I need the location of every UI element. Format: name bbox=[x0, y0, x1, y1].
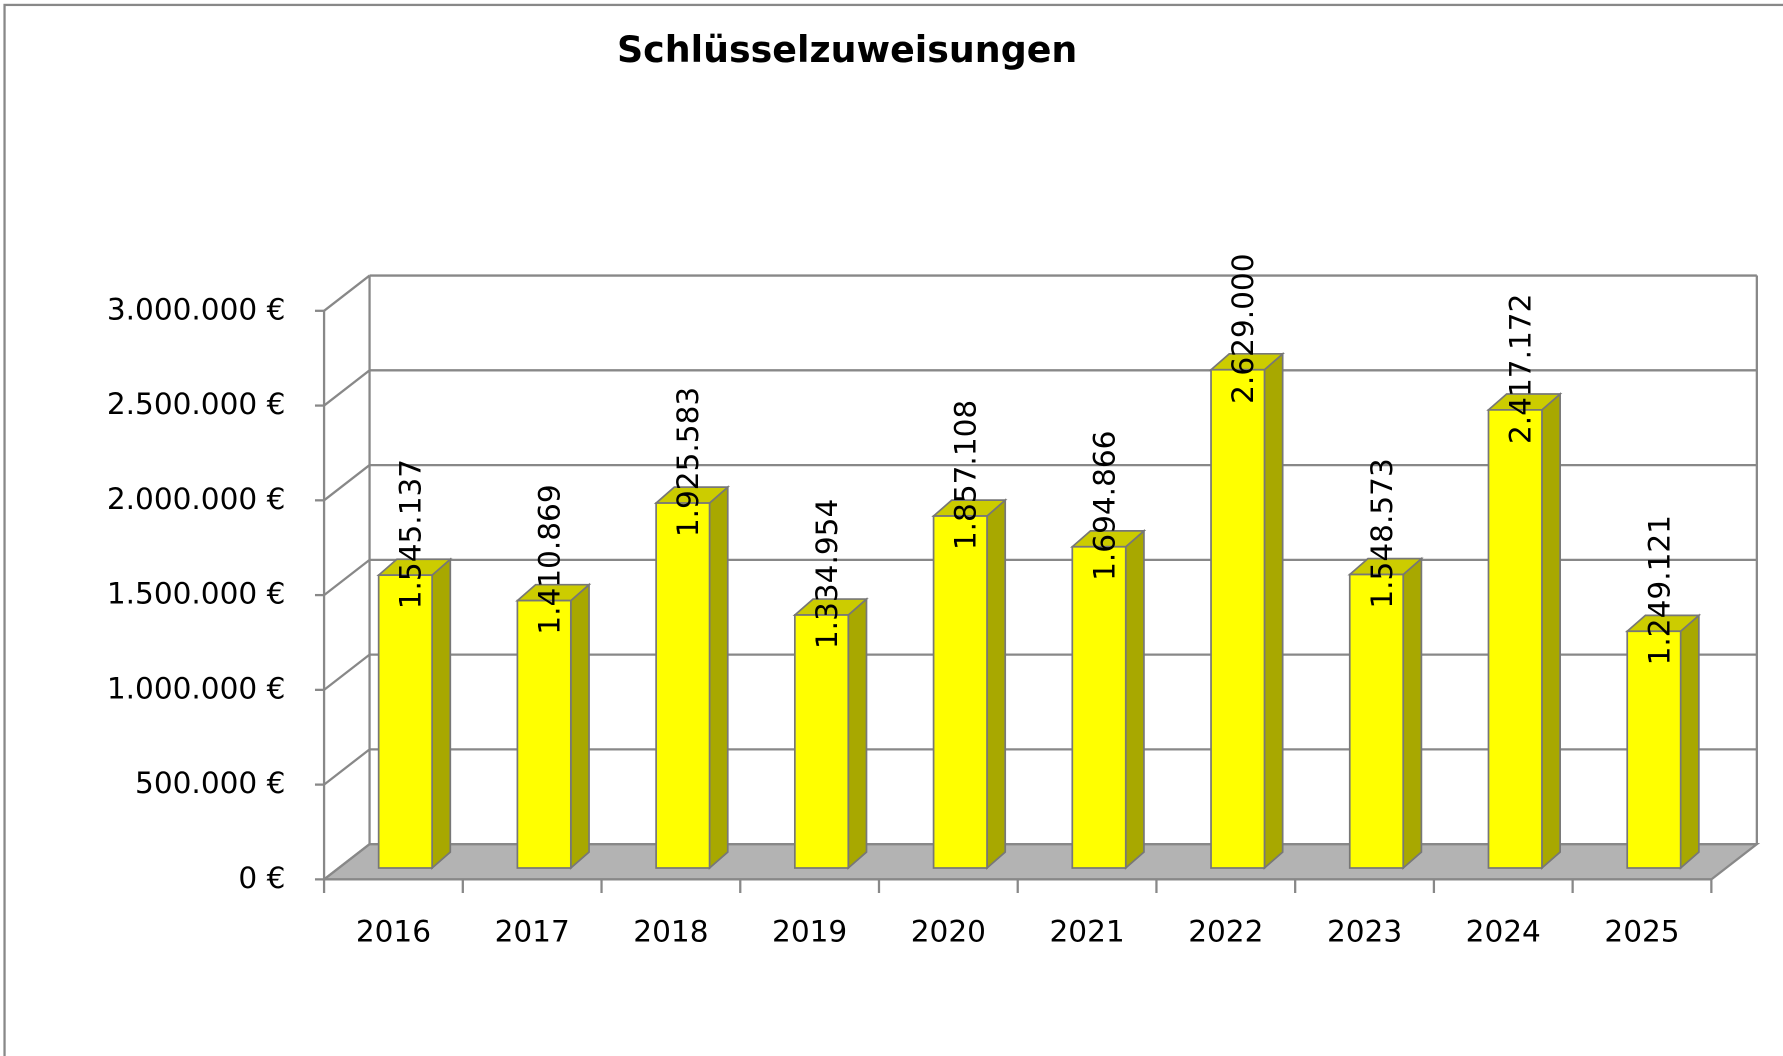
y-tick-label: 500.000 € bbox=[135, 766, 285, 800]
x-tick-label: 2024 bbox=[1466, 914, 1541, 948]
chart-title: Schlüsselzuweisungen bbox=[617, 28, 1077, 71]
y-tick-label: 1.000.000 € bbox=[107, 671, 286, 705]
bar bbox=[515, 582, 592, 870]
value-label: 1.545.137 bbox=[394, 459, 428, 609]
grid-line-side bbox=[323, 274, 371, 312]
x-tick-label: 2020 bbox=[911, 914, 986, 948]
grid-line-side bbox=[323, 843, 371, 881]
x-tick-label: 2025 bbox=[1604, 914, 1679, 948]
x-tick-label: 2018 bbox=[633, 914, 708, 948]
bar-front bbox=[932, 515, 988, 869]
value-label: 1.694.866 bbox=[1087, 431, 1121, 581]
bar-front bbox=[1071, 545, 1127, 869]
bar bbox=[1070, 528, 1147, 870]
y-tick-label: 2.500.000 € bbox=[107, 387, 286, 421]
grid-line-side bbox=[323, 464, 371, 502]
value-label: 1.249.121 bbox=[1642, 515, 1676, 665]
value-label: 1.334.954 bbox=[810, 499, 844, 649]
bar-side bbox=[1679, 613, 1700, 870]
bar bbox=[792, 597, 869, 870]
bar bbox=[376, 557, 453, 870]
bar bbox=[1208, 351, 1285, 870]
bar-side bbox=[569, 582, 590, 870]
bar-side bbox=[847, 597, 868, 870]
grid-line-side bbox=[323, 653, 371, 691]
bar-front bbox=[655, 502, 711, 869]
x-tick-label: 2023 bbox=[1327, 914, 1402, 948]
grid-line-side bbox=[323, 558, 371, 596]
grid-line-side bbox=[323, 748, 371, 786]
bar-side bbox=[986, 498, 1007, 870]
bar-front bbox=[793, 614, 850, 869]
x-tick-label: 2016 bbox=[356, 914, 431, 948]
bar-front bbox=[1626, 630, 1682, 869]
bar bbox=[1347, 556, 1424, 870]
bar-front bbox=[1487, 409, 1543, 869]
x-tick-label: 2021 bbox=[1049, 914, 1124, 948]
y-tick-label: 2.000.000 € bbox=[107, 482, 286, 516]
bar-front bbox=[1210, 368, 1266, 869]
value-label: 2.629.000 bbox=[1226, 253, 1260, 403]
bar-side bbox=[1263, 351, 1284, 870]
x-tick-label: 2017 bbox=[495, 914, 570, 948]
bar-side bbox=[431, 557, 452, 870]
bar-front bbox=[377, 574, 433, 869]
bar bbox=[931, 498, 1008, 870]
x-tick-label: 2022 bbox=[1188, 914, 1263, 948]
bar-side bbox=[708, 485, 729, 870]
bar-side bbox=[1402, 556, 1423, 870]
value-label: 1.857.108 bbox=[949, 400, 983, 550]
bar bbox=[653, 485, 731, 870]
y-tick-label: 3.000.000 € bbox=[107, 292, 286, 326]
y-tick-label: 0 € bbox=[238, 861, 285, 895]
grid-line-side bbox=[323, 369, 371, 407]
bar-side bbox=[1124, 528, 1145, 870]
x-tick-label: 2019 bbox=[772, 914, 847, 948]
chart-frame bbox=[3, 3, 1783, 1056]
value-label: 1.548.573 bbox=[1365, 458, 1399, 608]
value-label: 1.925.583 bbox=[671, 387, 705, 537]
bar-front bbox=[1348, 573, 1405, 869]
bar bbox=[1486, 392, 1563, 870]
value-label: 2.417.172 bbox=[1504, 294, 1538, 444]
bar bbox=[1624, 613, 1702, 870]
y-tick-label: 1.500.000 € bbox=[107, 577, 286, 611]
bar-front bbox=[516, 599, 572, 869]
value-label: 1.410.869 bbox=[532, 484, 566, 634]
bar-side bbox=[1541, 392, 1561, 870]
